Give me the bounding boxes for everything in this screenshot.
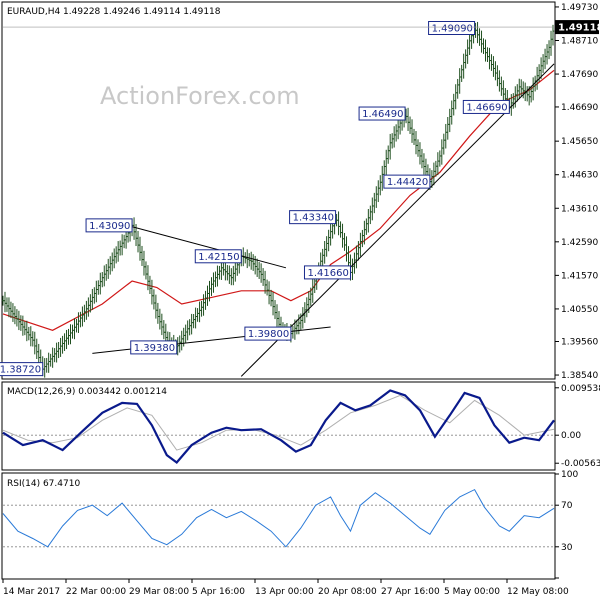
annotation-box (289, 210, 337, 225)
trendline (240, 63, 555, 377)
annotation-label: 1.49090 (428, 21, 476, 35)
annotation-text: 1.44420 (387, 177, 428, 188)
annotation-text: 1.38720 (0, 365, 41, 376)
annotation-box (194, 249, 242, 264)
annotation-text: 1.43090 (89, 221, 130, 232)
current-price-label: 1.49118 (558, 23, 600, 34)
price-axis: 1.49730 1.48710 1.47690 1.46690 1.45650 1.446… (555, 3, 598, 381)
x-tick-label: 22 Mar 00:00 (66, 587, 126, 597)
annotation-box (244, 326, 292, 341)
macd-series: 0.009538 0.00 -0.005637 (2, 384, 600, 469)
macd-label: MACD(12,26,9) 0.003442 0.001214 (7, 387, 167, 397)
price-tick-label: 1.47690 (561, 70, 598, 80)
current-price-box (555, 20, 599, 35)
annotation-text: 1.46690 (466, 102, 507, 113)
annotation-text: 1.41660 (307, 268, 348, 279)
x-tick-label: 14 Mar 2017 (3, 587, 60, 597)
macd-tick-label: -0.005637 (561, 459, 600, 469)
annotation-label: 1.42150 (194, 249, 242, 264)
price-tick-label: 1.44630 (561, 171, 598, 181)
annotation-label: 1.46490 (358, 106, 406, 121)
rsi-series: 100 70 30 (2, 470, 578, 579)
price-tick-label: 1.45650 (561, 137, 598, 147)
price-tick-label: 1.46690 (561, 103, 598, 113)
x-tick-label: 5 May 00:00 (444, 587, 500, 597)
price-tick-label: 1.41570 (561, 271, 598, 281)
price-bar (551, 24, 555, 46)
current-price-marker: 1.49118 (3, 20, 600, 35)
annotation-text: 1.49090 (432, 24, 473, 35)
annotation-box (383, 174, 431, 189)
annotation-label: 1.39800 (244, 326, 292, 341)
annotation-box (0, 362, 44, 377)
macd-tick-label: 0.00 (561, 431, 581, 441)
moving-average-line (2, 69, 555, 331)
annotation-box (428, 21, 476, 35)
price-annotations: 1.43090 1.39380 1.38720 1.42150 1.39800 1.433… (0, 21, 510, 377)
trendline (126, 224, 287, 269)
price-tick-label: 1.43610 (561, 204, 598, 214)
annotation-label: 1.44420 (383, 174, 431, 189)
price-tick-label: 1.49730 (561, 3, 598, 13)
annotation-label: 1.41660 (303, 265, 351, 280)
rsi-tick-label: 30 (561, 543, 573, 553)
rsi-tick-label: 70 (561, 501, 573, 511)
annotation-box (462, 99, 510, 114)
x-tick-label: 13 Apr 00:00 (255, 587, 314, 597)
annotation-box (130, 340, 178, 355)
price-tick-label: 1.40550 (561, 305, 598, 315)
moving-average (2, 69, 555, 331)
macd-signal-line (2, 394, 555, 451)
x-axis: 14 Mar 2017 22 Mar 00:00 29 Mar 08:00 5 Apr… (2, 579, 569, 597)
x-tick-label: 29 Mar 08:00 (129, 587, 189, 597)
price-tick-label: 1.42590 (561, 238, 598, 248)
x-tick-label: 12 May 08:00 (507, 587, 569, 597)
x-tick-label: 27 Apr 16:00 (381, 587, 440, 597)
rsi-panel (1, 472, 556, 580)
annotation-text: 1.46490 (362, 109, 403, 120)
price-tick-label: 1.39560 (561, 337, 598, 347)
annotation-box (358, 106, 406, 121)
rsi-line (2, 488, 555, 548)
macd-main-line (2, 389, 555, 464)
annotation-label: 1.43340 (289, 210, 337, 225)
rsi-label: RSI(14) 67.4710 (7, 479, 80, 489)
annotation-text: 1.39380 (134, 343, 175, 354)
price-tick-label: 1.38540 (561, 371, 598, 381)
annotation-label: 1.39380 (130, 340, 178, 355)
annotation-box (303, 265, 351, 280)
annotation-text: 1.43340 (293, 213, 334, 224)
x-tick-label: 20 Apr 08:00 (318, 587, 377, 597)
annotation-text: 1.42150 (198, 252, 239, 263)
macd-tick-label: 0.009538 (561, 384, 600, 394)
rsi-tick-label: 100 (561, 470, 578, 480)
annotation-label: 1.38720 (0, 362, 44, 377)
annotation-box (85, 218, 133, 233)
annotation-label: 1.43090 (85, 218, 133, 233)
annotation-text: 1.39800 (248, 329, 289, 340)
price-tick-label: 1.48710 (561, 37, 598, 47)
annotation-label: 1.46690 (462, 99, 510, 114)
chart-title: EURAUD,H4 1.49228 1.49246 1.49114 1.4911… (7, 7, 221, 17)
x-tick-label: 5 Apr 16:00 (192, 587, 245, 597)
watermark: ActionForex.com (100, 82, 300, 110)
